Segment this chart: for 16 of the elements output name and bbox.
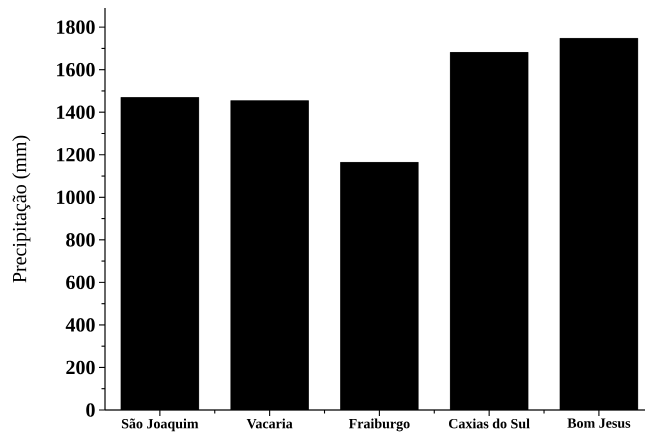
x-tick-label: Caxias do Sul bbox=[448, 418, 530, 428]
y-tick-label: 1400 bbox=[57, 105, 95, 119]
x-tick-label: Vacaria bbox=[246, 418, 293, 428]
y-tick-label: 0 bbox=[86, 403, 95, 417]
y-tick-label: 1000 bbox=[57, 190, 95, 204]
y-tick-label: 1600 bbox=[57, 62, 95, 76]
x-tick-label: Fraiburgo bbox=[348, 418, 410, 432]
y-axis-title: Precipitação (mm) bbox=[12, 136, 30, 283]
x-tick-label: Bom Jesus bbox=[567, 418, 630, 428]
y-tick-label: 200 bbox=[66, 360, 95, 374]
y-tick-label: 1200 bbox=[57, 148, 95, 162]
y-tick-label: 1800 bbox=[57, 20, 95, 34]
y-tick-label: 600 bbox=[66, 276, 95, 290]
y-tick-label: 800 bbox=[66, 233, 95, 247]
x-tick-label: São Joaquim bbox=[122, 418, 198, 432]
y-tick-label: 400 bbox=[66, 318, 95, 332]
